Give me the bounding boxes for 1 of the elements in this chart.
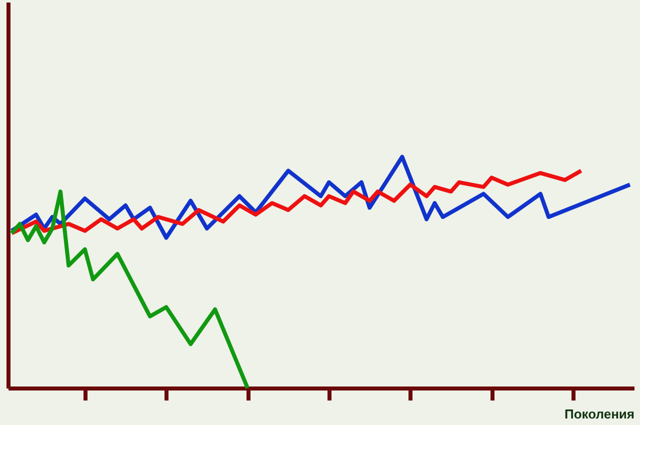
- x-axis-title: Поколения: [564, 406, 634, 422]
